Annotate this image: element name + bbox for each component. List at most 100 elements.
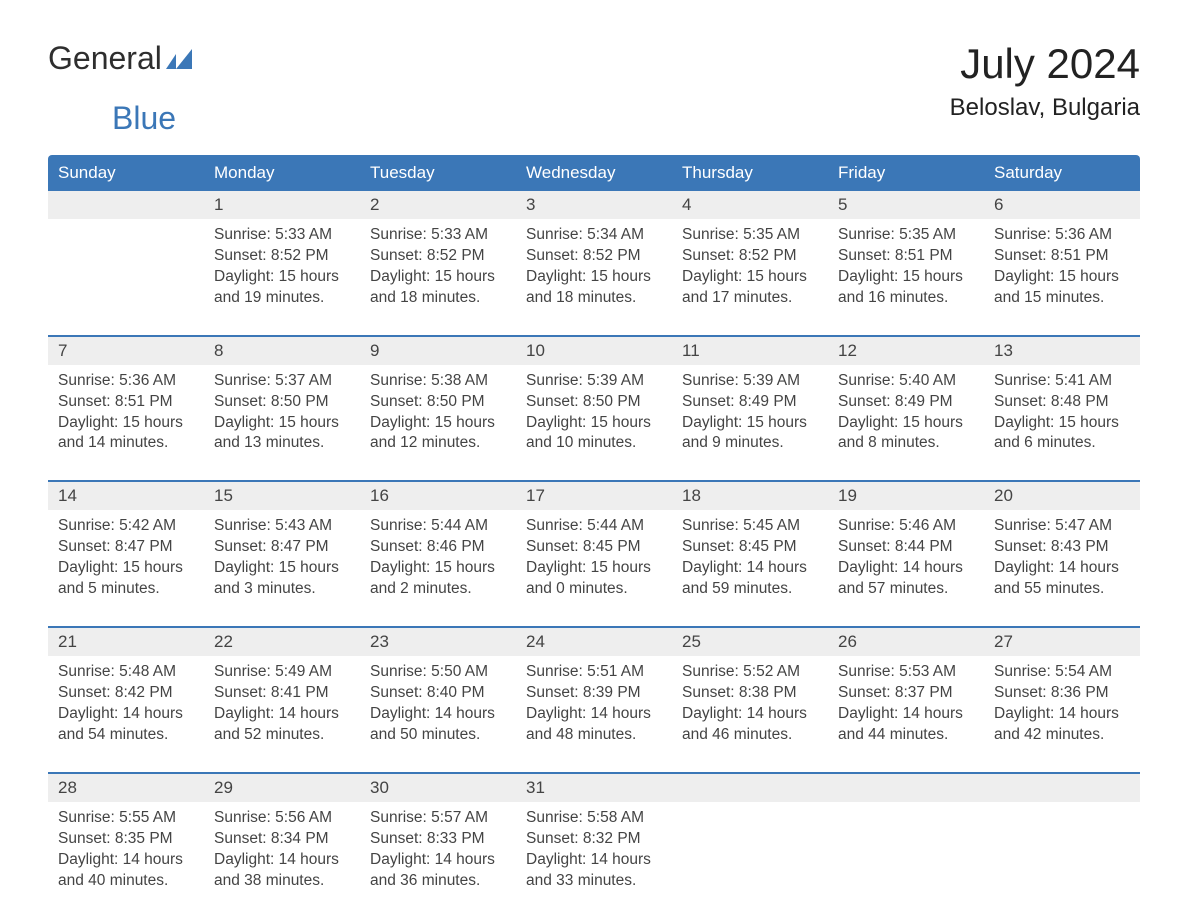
weeks-container: 1Sunrise: 5:33 AMSunset: 8:52 PMDaylight…	[48, 191, 1140, 895]
sunset-text: Sunset: 8:48 PM	[994, 392, 1130, 413]
sunrise-text: Sunrise: 5:56 AM	[214, 808, 350, 829]
sunrise-text: Sunrise: 5:42 AM	[58, 516, 194, 537]
day-number: 26	[828, 628, 984, 656]
daylight-text: Daylight: 15 hours and 2 minutes.	[370, 558, 506, 600]
daylight-text: Daylight: 14 hours and 44 minutes.	[838, 704, 974, 746]
sunrise-text: Sunrise: 5:55 AM	[58, 808, 194, 829]
sunset-text: Sunset: 8:52 PM	[526, 246, 662, 267]
sunrise-text: Sunrise: 5:39 AM	[682, 371, 818, 392]
sunset-text: Sunset: 8:38 PM	[682, 683, 818, 704]
daylight-text: Daylight: 15 hours and 6 minutes.	[994, 413, 1130, 455]
location: Beloslav, Bulgaria	[950, 94, 1140, 122]
sunrise-text: Sunrise: 5:44 AM	[526, 516, 662, 537]
day-number	[984, 774, 1140, 802]
day-number	[48, 191, 204, 219]
day-detail: Sunrise: 5:44 AMSunset: 8:45 PMDaylight:…	[516, 510, 672, 604]
daylight-text: Daylight: 15 hours and 10 minutes.	[526, 413, 662, 455]
calendar-cell: 19Sunrise: 5:46 AMSunset: 8:44 PMDayligh…	[828, 482, 984, 604]
sunrise-text: Sunrise: 5:35 AM	[838, 225, 974, 246]
sunrise-text: Sunrise: 5:45 AM	[682, 516, 818, 537]
day-detail: Sunrise: 5:46 AMSunset: 8:44 PMDaylight:…	[828, 510, 984, 604]
sunset-text: Sunset: 8:47 PM	[58, 537, 194, 558]
sunrise-text: Sunrise: 5:37 AM	[214, 371, 350, 392]
day-detail: Sunrise: 5:53 AMSunset: 8:37 PMDaylight:…	[828, 656, 984, 750]
day-detail: Sunrise: 5:33 AMSunset: 8:52 PMDaylight:…	[204, 219, 360, 313]
week-row: 1Sunrise: 5:33 AMSunset: 8:52 PMDaylight…	[48, 191, 1140, 313]
daylight-text: Daylight: 14 hours and 54 minutes.	[58, 704, 194, 746]
day-number: 30	[360, 774, 516, 802]
day-number: 15	[204, 482, 360, 510]
day-number: 31	[516, 774, 672, 802]
calendar-cell: 10Sunrise: 5:39 AMSunset: 8:50 PMDayligh…	[516, 337, 672, 459]
week-row: 21Sunrise: 5:48 AMSunset: 8:42 PMDayligh…	[48, 626, 1140, 750]
day-detail: Sunrise: 5:45 AMSunset: 8:45 PMDaylight:…	[672, 510, 828, 604]
week-row: 7Sunrise: 5:36 AMSunset: 8:51 PMDaylight…	[48, 335, 1140, 459]
day-number: 17	[516, 482, 672, 510]
day-number: 12	[828, 337, 984, 365]
sunrise-text: Sunrise: 5:46 AM	[838, 516, 974, 537]
daylight-text: Daylight: 15 hours and 12 minutes.	[370, 413, 506, 455]
daylight-text: Daylight: 14 hours and 36 minutes.	[370, 850, 506, 892]
day-detail: Sunrise: 5:35 AMSunset: 8:51 PMDaylight:…	[828, 219, 984, 313]
day-number: 20	[984, 482, 1140, 510]
day-number: 6	[984, 191, 1140, 219]
sunset-text: Sunset: 8:45 PM	[682, 537, 818, 558]
sunset-text: Sunset: 8:39 PM	[526, 683, 662, 704]
month-title: July 2024	[950, 40, 1140, 88]
day-detail: Sunrise: 5:36 AMSunset: 8:51 PMDaylight:…	[984, 219, 1140, 313]
sunset-text: Sunset: 8:46 PM	[370, 537, 506, 558]
sunset-text: Sunset: 8:52 PM	[682, 246, 818, 267]
day-detail: Sunrise: 5:44 AMSunset: 8:46 PMDaylight:…	[360, 510, 516, 604]
calendar-cell: 16Sunrise: 5:44 AMSunset: 8:46 PMDayligh…	[360, 482, 516, 604]
calendar-cell	[48, 191, 204, 313]
calendar-cell: 3Sunrise: 5:34 AMSunset: 8:52 PMDaylight…	[516, 191, 672, 313]
sunset-text: Sunset: 8:35 PM	[58, 829, 194, 850]
sunrise-text: Sunrise: 5:48 AM	[58, 662, 194, 683]
sunrise-text: Sunrise: 5:34 AM	[526, 225, 662, 246]
title-block: July 2024 Beloslav, Bulgaria	[950, 40, 1140, 122]
day-number: 8	[204, 337, 360, 365]
calendar-cell: 26Sunrise: 5:53 AMSunset: 8:37 PMDayligh…	[828, 628, 984, 750]
daylight-text: Daylight: 14 hours and 42 minutes.	[994, 704, 1130, 746]
sunrise-text: Sunrise: 5:47 AM	[994, 516, 1130, 537]
sunset-text: Sunset: 8:50 PM	[526, 392, 662, 413]
day-detail: Sunrise: 5:50 AMSunset: 8:40 PMDaylight:…	[360, 656, 516, 750]
calendar-cell: 4Sunrise: 5:35 AMSunset: 8:52 PMDaylight…	[672, 191, 828, 313]
sunrise-text: Sunrise: 5:54 AM	[994, 662, 1130, 683]
day-detail: Sunrise: 5:39 AMSunset: 8:49 PMDaylight:…	[672, 365, 828, 459]
day-detail: Sunrise: 5:37 AMSunset: 8:50 PMDaylight:…	[204, 365, 360, 459]
day-header-cell: Sunday	[48, 155, 204, 191]
sunrise-text: Sunrise: 5:40 AM	[838, 371, 974, 392]
calendar-cell: 12Sunrise: 5:40 AMSunset: 8:49 PMDayligh…	[828, 337, 984, 459]
day-detail: Sunrise: 5:54 AMSunset: 8:36 PMDaylight:…	[984, 656, 1140, 750]
calendar-cell	[984, 774, 1140, 896]
day-detail: Sunrise: 5:58 AMSunset: 8:32 PMDaylight:…	[516, 802, 672, 896]
sunset-text: Sunset: 8:51 PM	[994, 246, 1130, 267]
calendar-cell: 14Sunrise: 5:42 AMSunset: 8:47 PMDayligh…	[48, 482, 204, 604]
daylight-text: Daylight: 15 hours and 18 minutes.	[526, 267, 662, 309]
calendar-cell: 28Sunrise: 5:55 AMSunset: 8:35 PMDayligh…	[48, 774, 204, 896]
sunset-text: Sunset: 8:45 PM	[526, 537, 662, 558]
day-detail: Sunrise: 5:55 AMSunset: 8:35 PMDaylight:…	[48, 802, 204, 896]
sunset-text: Sunset: 8:40 PM	[370, 683, 506, 704]
sunrise-text: Sunrise: 5:53 AM	[838, 662, 974, 683]
day-number: 2	[360, 191, 516, 219]
calendar-cell: 9Sunrise: 5:38 AMSunset: 8:50 PMDaylight…	[360, 337, 516, 459]
logo-word1: General	[48, 40, 162, 77]
day-number: 7	[48, 337, 204, 365]
day-number: 21	[48, 628, 204, 656]
sunrise-text: Sunrise: 5:49 AM	[214, 662, 350, 683]
sunrise-text: Sunrise: 5:51 AM	[526, 662, 662, 683]
sunrise-text: Sunrise: 5:52 AM	[682, 662, 818, 683]
sunrise-text: Sunrise: 5:50 AM	[370, 662, 506, 683]
calendar-cell: 7Sunrise: 5:36 AMSunset: 8:51 PMDaylight…	[48, 337, 204, 459]
day-number: 10	[516, 337, 672, 365]
calendar: SundayMondayTuesdayWednesdayThursdayFrid…	[48, 155, 1140, 895]
sunset-text: Sunset: 8:32 PM	[526, 829, 662, 850]
day-detail: Sunrise: 5:52 AMSunset: 8:38 PMDaylight:…	[672, 656, 828, 750]
sunrise-text: Sunrise: 5:57 AM	[370, 808, 506, 829]
calendar-cell: 24Sunrise: 5:51 AMSunset: 8:39 PMDayligh…	[516, 628, 672, 750]
calendar-cell	[828, 774, 984, 896]
day-header-row: SundayMondayTuesdayWednesdayThursdayFrid…	[48, 155, 1140, 191]
calendar-cell: 20Sunrise: 5:47 AMSunset: 8:43 PMDayligh…	[984, 482, 1140, 604]
